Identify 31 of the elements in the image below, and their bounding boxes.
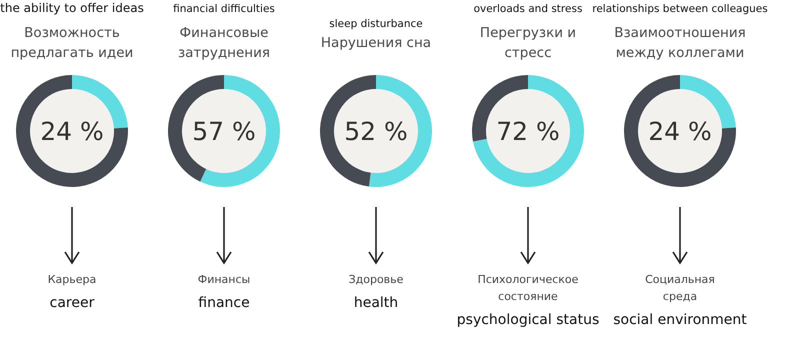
- chart-subtitle: sleep disturbance: [329, 18, 423, 30]
- text: social environment: [613, 312, 748, 328]
- chart-subtitle: the ability to offer ideas: [0, 1, 144, 15]
- text: Психологическое состояние: [478, 273, 579, 303]
- text: health: [354, 295, 398, 311]
- donut-slice: [320, 75, 376, 187]
- text: 57 %: [192, 117, 256, 146]
- chart-subtitle: overloads and stress: [474, 3, 582, 15]
- donut-slice: [624, 75, 736, 187]
- donut-slice: [168, 75, 224, 182]
- chart-title: Взаимоотношения между коллегами: [614, 25, 746, 61]
- text: career: [50, 295, 95, 311]
- text: finance: [198, 295, 250, 311]
- chart-title: Финансовые затруднения: [178, 25, 270, 61]
- chart-subtitle: financial difficulties: [173, 3, 275, 15]
- text: Финансы: [198, 273, 250, 286]
- text: 24 %: [648, 117, 712, 146]
- donut-slice: [16, 75, 128, 187]
- donut-slice: [472, 75, 584, 187]
- chart-subtitle: relationships between colleagues: [592, 3, 768, 15]
- chart-title: Перегрузки и стресс: [480, 25, 576, 61]
- text: Здоровье: [348, 273, 404, 286]
- donut-slice: [472, 75, 528, 142]
- text: 72 %: [496, 117, 560, 146]
- chart-title: Нарушения сна: [320, 35, 432, 51]
- text: 52 %: [344, 117, 408, 146]
- text: 24 %: [40, 117, 104, 146]
- text: Карьера: [48, 273, 96, 286]
- text: psychological status: [456, 312, 600, 328]
- text: Социальная среда: [645, 273, 715, 303]
- chart-title: Возможность предлагать идеи: [10, 25, 134, 61]
